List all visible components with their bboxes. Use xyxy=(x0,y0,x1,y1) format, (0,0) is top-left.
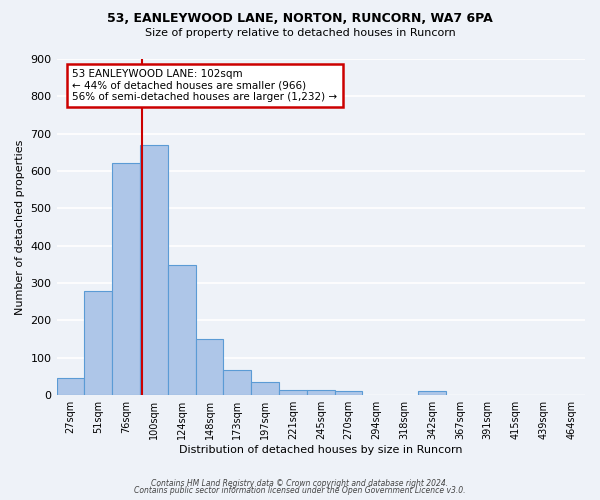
Bar xyxy=(168,265,196,395)
Bar xyxy=(418,392,446,395)
Text: Size of property relative to detached houses in Runcorn: Size of property relative to detached ho… xyxy=(145,28,455,38)
Bar xyxy=(140,145,168,395)
Bar xyxy=(223,370,251,395)
X-axis label: Distribution of detached houses by size in Runcorn: Distribution of detached houses by size … xyxy=(179,445,463,455)
Text: 53, EANLEYWOOD LANE, NORTON, RUNCORN, WA7 6PA: 53, EANLEYWOOD LANE, NORTON, RUNCORN, WA… xyxy=(107,12,493,26)
Bar xyxy=(85,290,112,395)
Y-axis label: Number of detached properties: Number of detached properties xyxy=(15,140,25,315)
Bar xyxy=(112,163,140,395)
Bar xyxy=(196,339,223,395)
Bar xyxy=(56,378,85,395)
Bar xyxy=(279,390,307,395)
Text: Contains public sector information licensed under the Open Government Licence v3: Contains public sector information licen… xyxy=(134,486,466,495)
Bar xyxy=(307,390,335,395)
Bar xyxy=(251,382,279,395)
Bar xyxy=(335,391,362,395)
Text: Contains HM Land Registry data © Crown copyright and database right 2024.: Contains HM Land Registry data © Crown c… xyxy=(151,478,449,488)
Text: 53 EANLEYWOOD LANE: 102sqm
← 44% of detached houses are smaller (966)
56% of sem: 53 EANLEYWOOD LANE: 102sqm ← 44% of deta… xyxy=(73,69,338,102)
